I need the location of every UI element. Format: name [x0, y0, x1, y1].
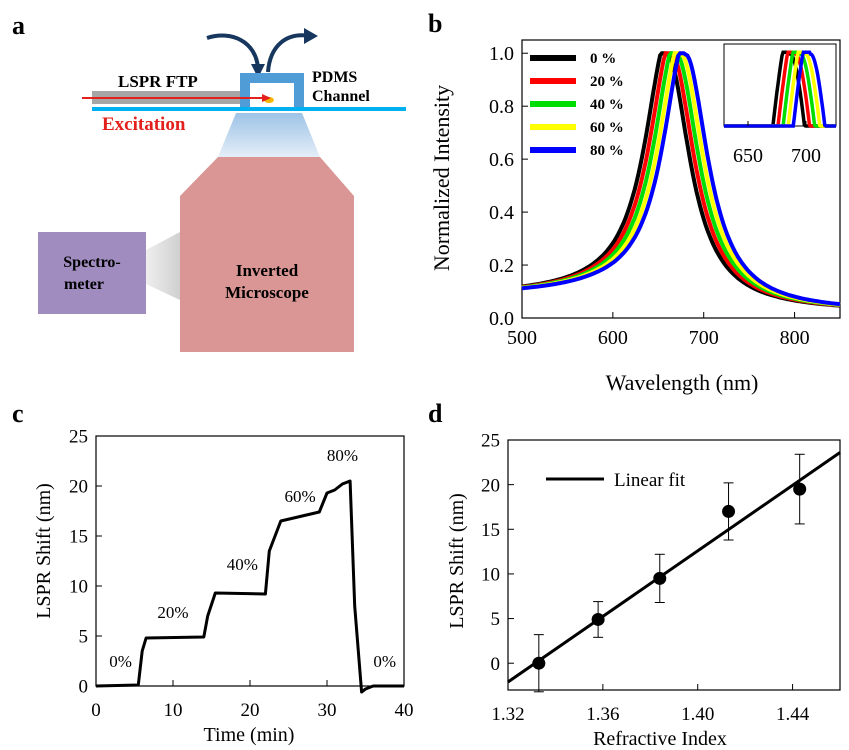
spectrometer [38, 232, 146, 314]
data-point-4 [793, 482, 807, 496]
x-tick-label: 1.32 [491, 704, 524, 725]
step-annotation-0: 0% [109, 652, 132, 671]
y-tick-label: 0.0 [489, 308, 514, 330]
label-microscope-2: Microscope [225, 283, 309, 302]
inflow-arrow [206, 33, 260, 69]
inset-x-tick-label: 700 [791, 145, 821, 167]
y-tick-label: 0.8 [489, 96, 514, 118]
outflow-arrow [266, 33, 311, 73]
inflow-arrow-head [251, 64, 265, 78]
step-annotation-5: 0% [373, 652, 396, 671]
x-tick-label: 1.36 [586, 704, 619, 725]
d-x-axis-label: Refractive Index [593, 728, 727, 750]
step-annotation-2: 40% [227, 555, 258, 574]
y-tick-label: 10 [481, 565, 500, 586]
data-point-0 [532, 656, 546, 670]
y-tick-label: 20 [69, 477, 88, 498]
step-annotation-4: 80% [327, 446, 358, 465]
label-pdms: PDMS [312, 69, 357, 86]
b-x-axis-label: Wavelength (nm) [606, 370, 759, 395]
panel-d-calibration: d 1.32 1.36 1.40 1.44 0 5 10 15 20 25 Linear fit R… [428, 399, 841, 750]
inset-series-4 [724, 50, 836, 128]
panel-d-letter: d [428, 399, 443, 428]
legend-label-0: 0 % [590, 51, 616, 67]
y-tick-label: 15 [481, 520, 500, 541]
x-tick-label: 20 [241, 700, 260, 721]
data-point-1 [591, 612, 605, 626]
inset-x-tick-label: 650 [733, 145, 763, 167]
panel-c-letter: c [12, 399, 24, 428]
x-tick-label: 30 [318, 700, 337, 721]
y-tick-label: 15 [69, 527, 88, 548]
panel-a-letter: a [12, 11, 25, 40]
y-tick-label: 0 [79, 677, 89, 698]
label-spectrometer-1: Spectro- [63, 254, 120, 271]
x-tick-label: 10 [164, 700, 183, 721]
fit-line [507, 451, 841, 684]
plot-frame [521, 39, 841, 319]
x-tick-label: 500 [507, 327, 537, 349]
light-cone [218, 113, 320, 157]
y-tick-label: 10 [69, 577, 88, 598]
series-line-4 [521, 51, 841, 307]
pdms-channel-inner [250, 83, 294, 107]
label-channel: Channel [312, 88, 370, 105]
y-tick-label: 0 [491, 654, 501, 675]
spectrometer-connector [146, 232, 180, 300]
step-annotation-1: 20% [157, 603, 188, 622]
label-spectrometer-2: meter [64, 276, 104, 293]
y-tick-label: 5 [491, 609, 501, 630]
x-tick-label: 700 [689, 327, 719, 349]
panel-c-timecourse: c 0 10 20 30 40 0 5 10 15 20 25 0% 20% 40% 60% 80% 0% Ti… [12, 399, 414, 746]
panel-a-schematic: a LSPR FTP PDMS Channel Excitation [12, 11, 406, 352]
y-tick-label: 25 [69, 427, 88, 448]
x-tick-label: 600 [598, 327, 628, 349]
label-lspr-ftp: LSPR FTP [118, 72, 198, 91]
x-tick-label: 40 [395, 700, 414, 721]
timecourse-line [95, 479, 404, 694]
x-tick-label: 800 [780, 327, 810, 349]
legend-label-4: 80 % [590, 143, 624, 159]
panel-b-letter: b [428, 9, 442, 38]
panel-b-spectra: b 500 600 700 800 0.0 0.2 0.4 0.6 0.8 1.0 0 % 20 % 4… [428, 9, 841, 395]
b-y-axis-label: Normalized Intensity [429, 85, 454, 271]
x-tick-label: 0 [91, 700, 101, 721]
y-tick-label: 25 [481, 431, 500, 452]
c-y-axis-label: LSPR Shift (nm) [33, 483, 55, 619]
y-tick-label: 0.4 [489, 202, 514, 224]
outflow-arrow-head [304, 28, 318, 44]
legend-label-1: 20 % [590, 74, 624, 90]
y-tick-label: 20 [481, 475, 500, 496]
plot-frame [507, 439, 841, 691]
data-point-2 [653, 571, 667, 585]
label-microscope-1: Inverted [236, 261, 299, 280]
y-tick-label: 5 [79, 627, 89, 648]
y-tick-label: 0.2 [489, 255, 514, 277]
legend-label-3: 60 % [590, 120, 624, 136]
glass-substrate [92, 107, 406, 111]
legend-label-2: 40 % [590, 97, 624, 113]
x-tick-label: 1.44 [776, 704, 810, 725]
label-excitation: Excitation [102, 114, 186, 135]
d-y-axis-label: LSPR Shift (nm) [446, 493, 468, 629]
excitation-arrow-head [262, 94, 271, 102]
x-tick-label: 1.40 [681, 704, 714, 725]
inverted-microscope [180, 157, 354, 352]
legend-fit-label: Linear fit [614, 470, 686, 491]
c-x-axis-label: Time (min) [204, 724, 295, 746]
step-annotation-3: 60% [284, 487, 315, 506]
y-tick-label: 1.0 [489, 43, 514, 65]
data-point-3 [722, 504, 736, 518]
y-tick-label: 0.6 [489, 149, 514, 171]
